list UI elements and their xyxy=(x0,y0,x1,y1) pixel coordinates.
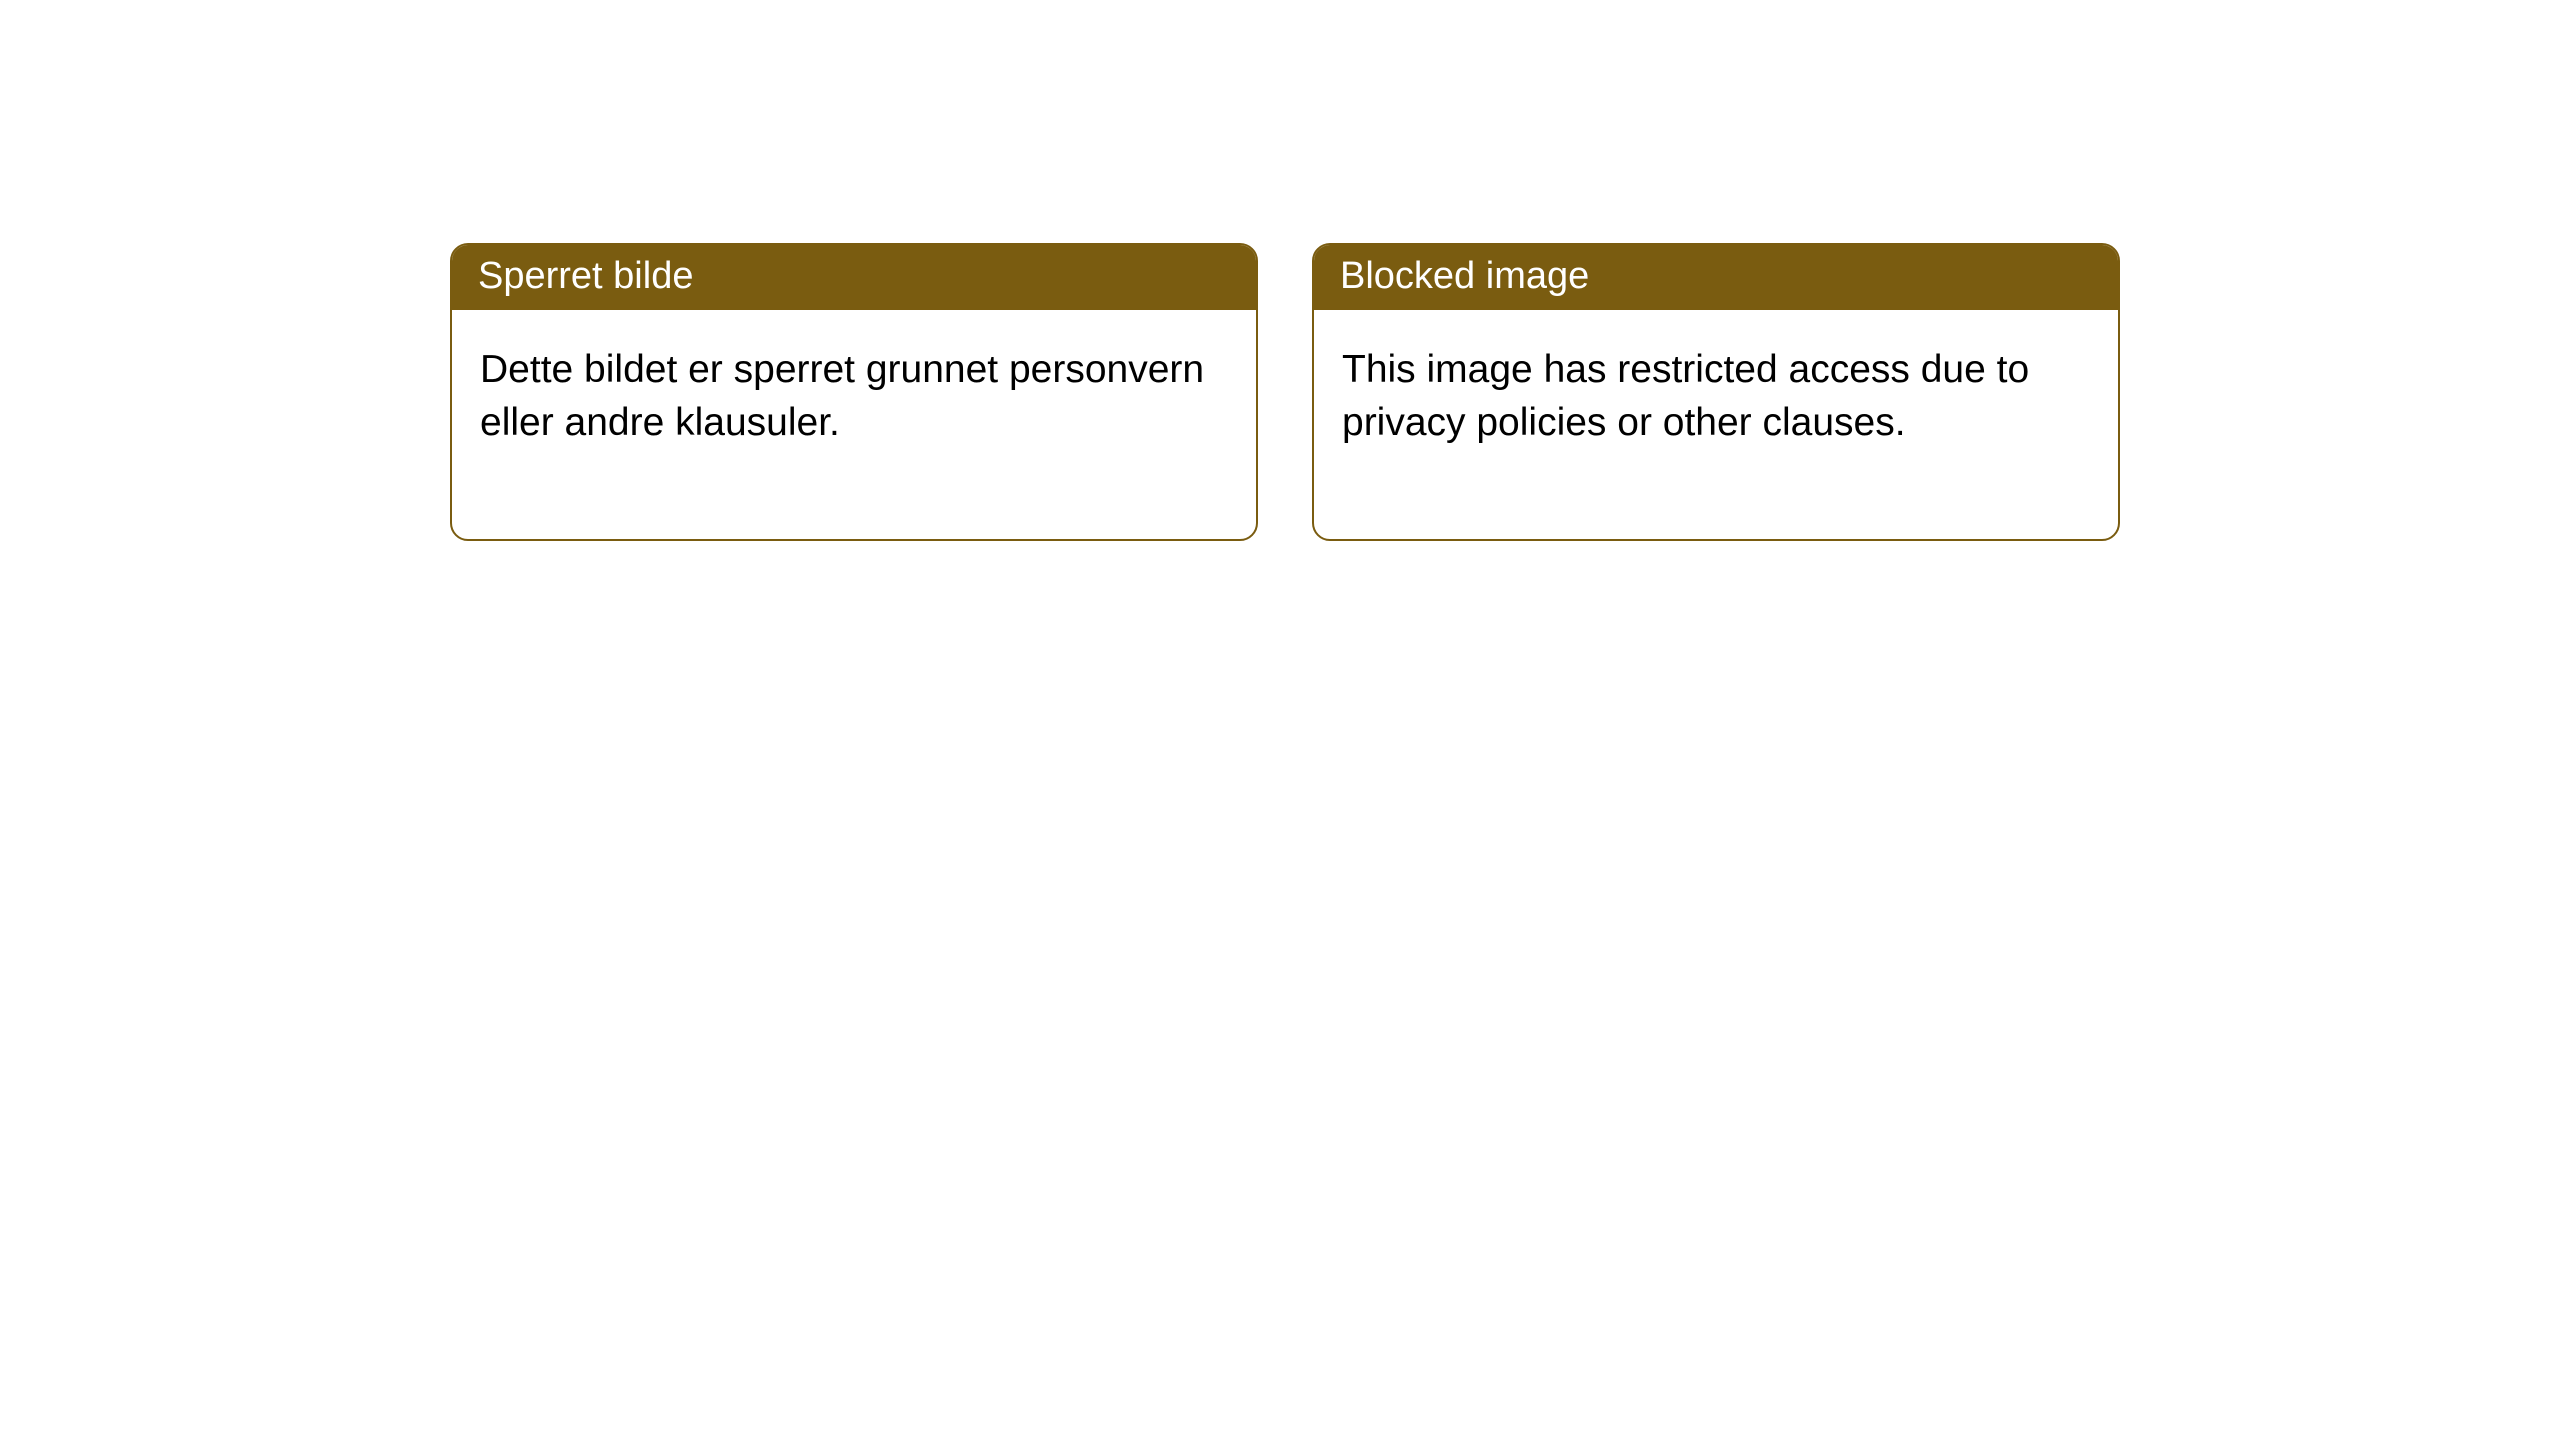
notice-body-no: Dette bildet er sperret grunnet personve… xyxy=(452,310,1256,539)
notice-title-en: Blocked image xyxy=(1314,245,2118,310)
notice-card-no: Sperret bilde Dette bildet er sperret gr… xyxy=(450,243,1258,541)
notice-title-no: Sperret bilde xyxy=(452,245,1256,310)
notice-card-en: Blocked image This image has restricted … xyxy=(1312,243,2120,541)
notice-body-en: This image has restricted access due to … xyxy=(1314,310,2118,539)
notice-container: Sperret bilde Dette bildet er sperret gr… xyxy=(0,0,2560,541)
